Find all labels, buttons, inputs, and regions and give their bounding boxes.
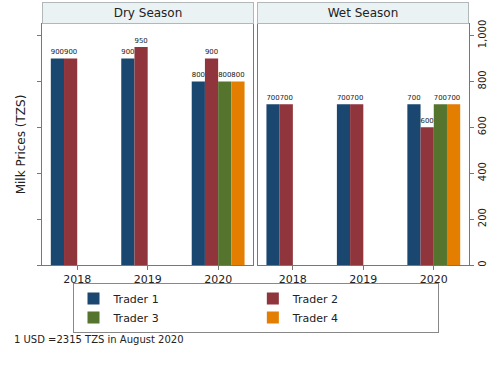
svg-text:Trader 2: Trader 2 [292, 293, 338, 306]
svg-text:900: 900 [121, 48, 134, 56]
svg-text:800: 800 [477, 70, 488, 89]
svg-text:700: 700 [280, 94, 293, 102]
svg-text:950: 950 [134, 37, 147, 45]
svg-text:700: 700 [434, 94, 447, 102]
svg-text:700: 700 [447, 94, 460, 102]
svg-text:Trader 4: Trader 4 [292, 312, 338, 325]
svg-text:Trader 1: Trader 1 [113, 293, 159, 306]
svg-text:600: 600 [421, 117, 434, 125]
svg-text:2018: 2018 [278, 273, 307, 287]
svg-text:700: 700 [407, 94, 420, 102]
svg-text:2020: 2020 [419, 273, 448, 287]
svg-text:Wet Season: Wet Season [328, 6, 399, 20]
svg-text:600: 600 [477, 116, 488, 135]
svg-text:0: 0 [477, 260, 488, 266]
svg-text:2019: 2019 [133, 273, 162, 287]
svg-text:2019: 2019 [349, 273, 378, 287]
svg-text:1 USD =2315 TZS in August 2020: 1 USD =2315 TZS in August 2020 [14, 334, 184, 345]
svg-text:900: 900 [51, 48, 64, 56]
svg-text:2018: 2018 [63, 273, 92, 287]
svg-text:800: 800 [231, 71, 244, 79]
svg-text:900: 900 [205, 48, 218, 56]
svg-text:700: 700 [337, 94, 350, 102]
svg-text:1,000: 1,000 [477, 20, 488, 49]
svg-text:700: 700 [266, 94, 279, 102]
svg-text:2020: 2020 [204, 273, 233, 287]
svg-text:900: 900 [64, 48, 77, 56]
svg-text:700: 700 [350, 94, 363, 102]
svg-text:200: 200 [477, 208, 488, 227]
svg-text:Milk Prices (TZS): Milk Prices (TZS) [14, 95, 28, 195]
svg-text:Trader 3: Trader 3 [113, 312, 159, 325]
svg-text:400: 400 [477, 162, 488, 181]
svg-text:800: 800 [218, 71, 231, 79]
svg-text:Dry Season: Dry Season [114, 6, 183, 20]
svg-text:800: 800 [192, 71, 205, 79]
